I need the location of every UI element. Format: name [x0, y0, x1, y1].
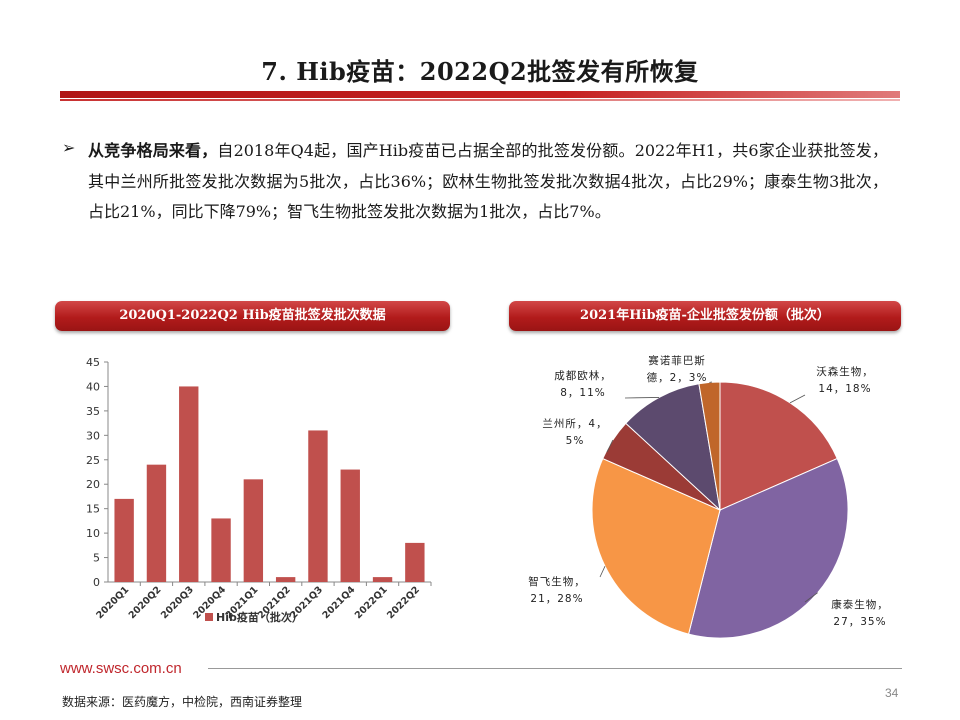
x-tick-label: 2020Q3 — [159, 584, 196, 621]
bar — [340, 469, 360, 582]
y-tick-label: 35 — [86, 405, 100, 418]
title-underline — [60, 91, 900, 98]
y-tick-label: 25 — [86, 454, 100, 467]
pie-label: 智飞生物， — [528, 575, 586, 588]
pie-leader-line — [599, 566, 606, 578]
bar — [114, 498, 134, 582]
pie-label-value: 5% — [566, 435, 585, 447]
bar — [179, 386, 199, 582]
footer-url[interactable]: www.swsc.com.cn — [60, 660, 182, 677]
bar — [211, 518, 231, 582]
x-tick-label: 2020Q2 — [127, 584, 164, 621]
pie-label: 成都欧林， — [554, 369, 612, 382]
y-tick-label: 40 — [86, 380, 100, 393]
pie-slice — [591, 457, 721, 635]
pie-leader-line — [606, 439, 614, 453]
y-tick-label: 0 — [93, 576, 100, 589]
pie-slice — [719, 381, 838, 511]
pie-label: 赛诺菲巴斯 — [648, 354, 706, 367]
pie-label-value: 德，2，3% — [647, 371, 708, 384]
slide-title: 7. Hib疫苗：2022Q2批签发有所恢复 — [261, 57, 699, 86]
bullet-arrow-icon: ➢ — [62, 138, 76, 157]
x-tick-label: 2021Q4 — [321, 584, 358, 621]
y-tick-label: 45 — [86, 356, 100, 369]
pie-label-value: 14，18% — [818, 383, 871, 395]
bar — [243, 479, 264, 582]
pie-label-value: 8，11% — [560, 387, 606, 399]
pie-slice — [625, 383, 721, 512]
pie-chart: 沃森生物， 14，18% 康泰生物， 27，35% 智飞生物， 21，28% 兰州所，4， 5… — [528, 354, 889, 639]
bar-chart-header: 2020Q1-2022Q2 Hib疫苗批签发批次数据 — [55, 301, 450, 331]
y-tick-label: 20 — [86, 478, 100, 491]
bullet-lead: 从竞争格局来看， — [88, 141, 218, 160]
pie-label-value: 27，35% — [833, 616, 886, 628]
bar — [308, 430, 328, 582]
x-tick-label: 2022Q1 — [353, 584, 390, 621]
bar — [405, 542, 425, 582]
bar — [275, 577, 296, 582]
legend-swatch — [205, 613, 213, 621]
x-tick-label: 2022Q2 — [385, 584, 422, 621]
y-tick-label: 10 — [86, 527, 100, 540]
pie-label: 沃森生物， — [816, 365, 874, 378]
y-tick-label: 15 — [86, 503, 100, 516]
bullet-paragraph: 从竞争格局来看，自2018年Q4起，国产Hib疫苗已占据全部的批签发份额。202… — [88, 136, 888, 228]
y-tick-label: 30 — [86, 429, 100, 442]
pie-label-value: 21，28% — [530, 593, 583, 605]
pie-leader-line — [624, 397, 660, 399]
pie-leader-line — [789, 394, 806, 404]
x-tick-label: 2020Q1 — [94, 584, 131, 621]
bar — [146, 464, 167, 582]
title-underline-thin — [60, 99, 900, 101]
source-note: 数据来源：医药魔方，中检院，西南证券整理 — [62, 695, 303, 709]
pie-chart-header: 2021年Hib疫苗-企业批签发份额（批次） — [509, 301, 901, 331]
y-tick-label: 5 — [93, 552, 100, 565]
pie-leader-line — [804, 592, 818, 603]
pie-label: 兰州所，4， — [542, 417, 607, 430]
bar-chart: 0510152025303540452020Q12020Q22020Q32020… — [86, 356, 432, 624]
pie-label: 康泰生物， — [831, 598, 889, 611]
bar — [372, 577, 393, 582]
footer-divider — [208, 668, 902, 669]
legend-label: Hib疫苗（批次） — [216, 610, 303, 624]
page-number: 34 — [885, 686, 899, 700]
bullet-body: 自2018年Q4起，国产Hib疫苗已占据全部的批签发份额。2022年H1，共6家… — [88, 141, 888, 221]
